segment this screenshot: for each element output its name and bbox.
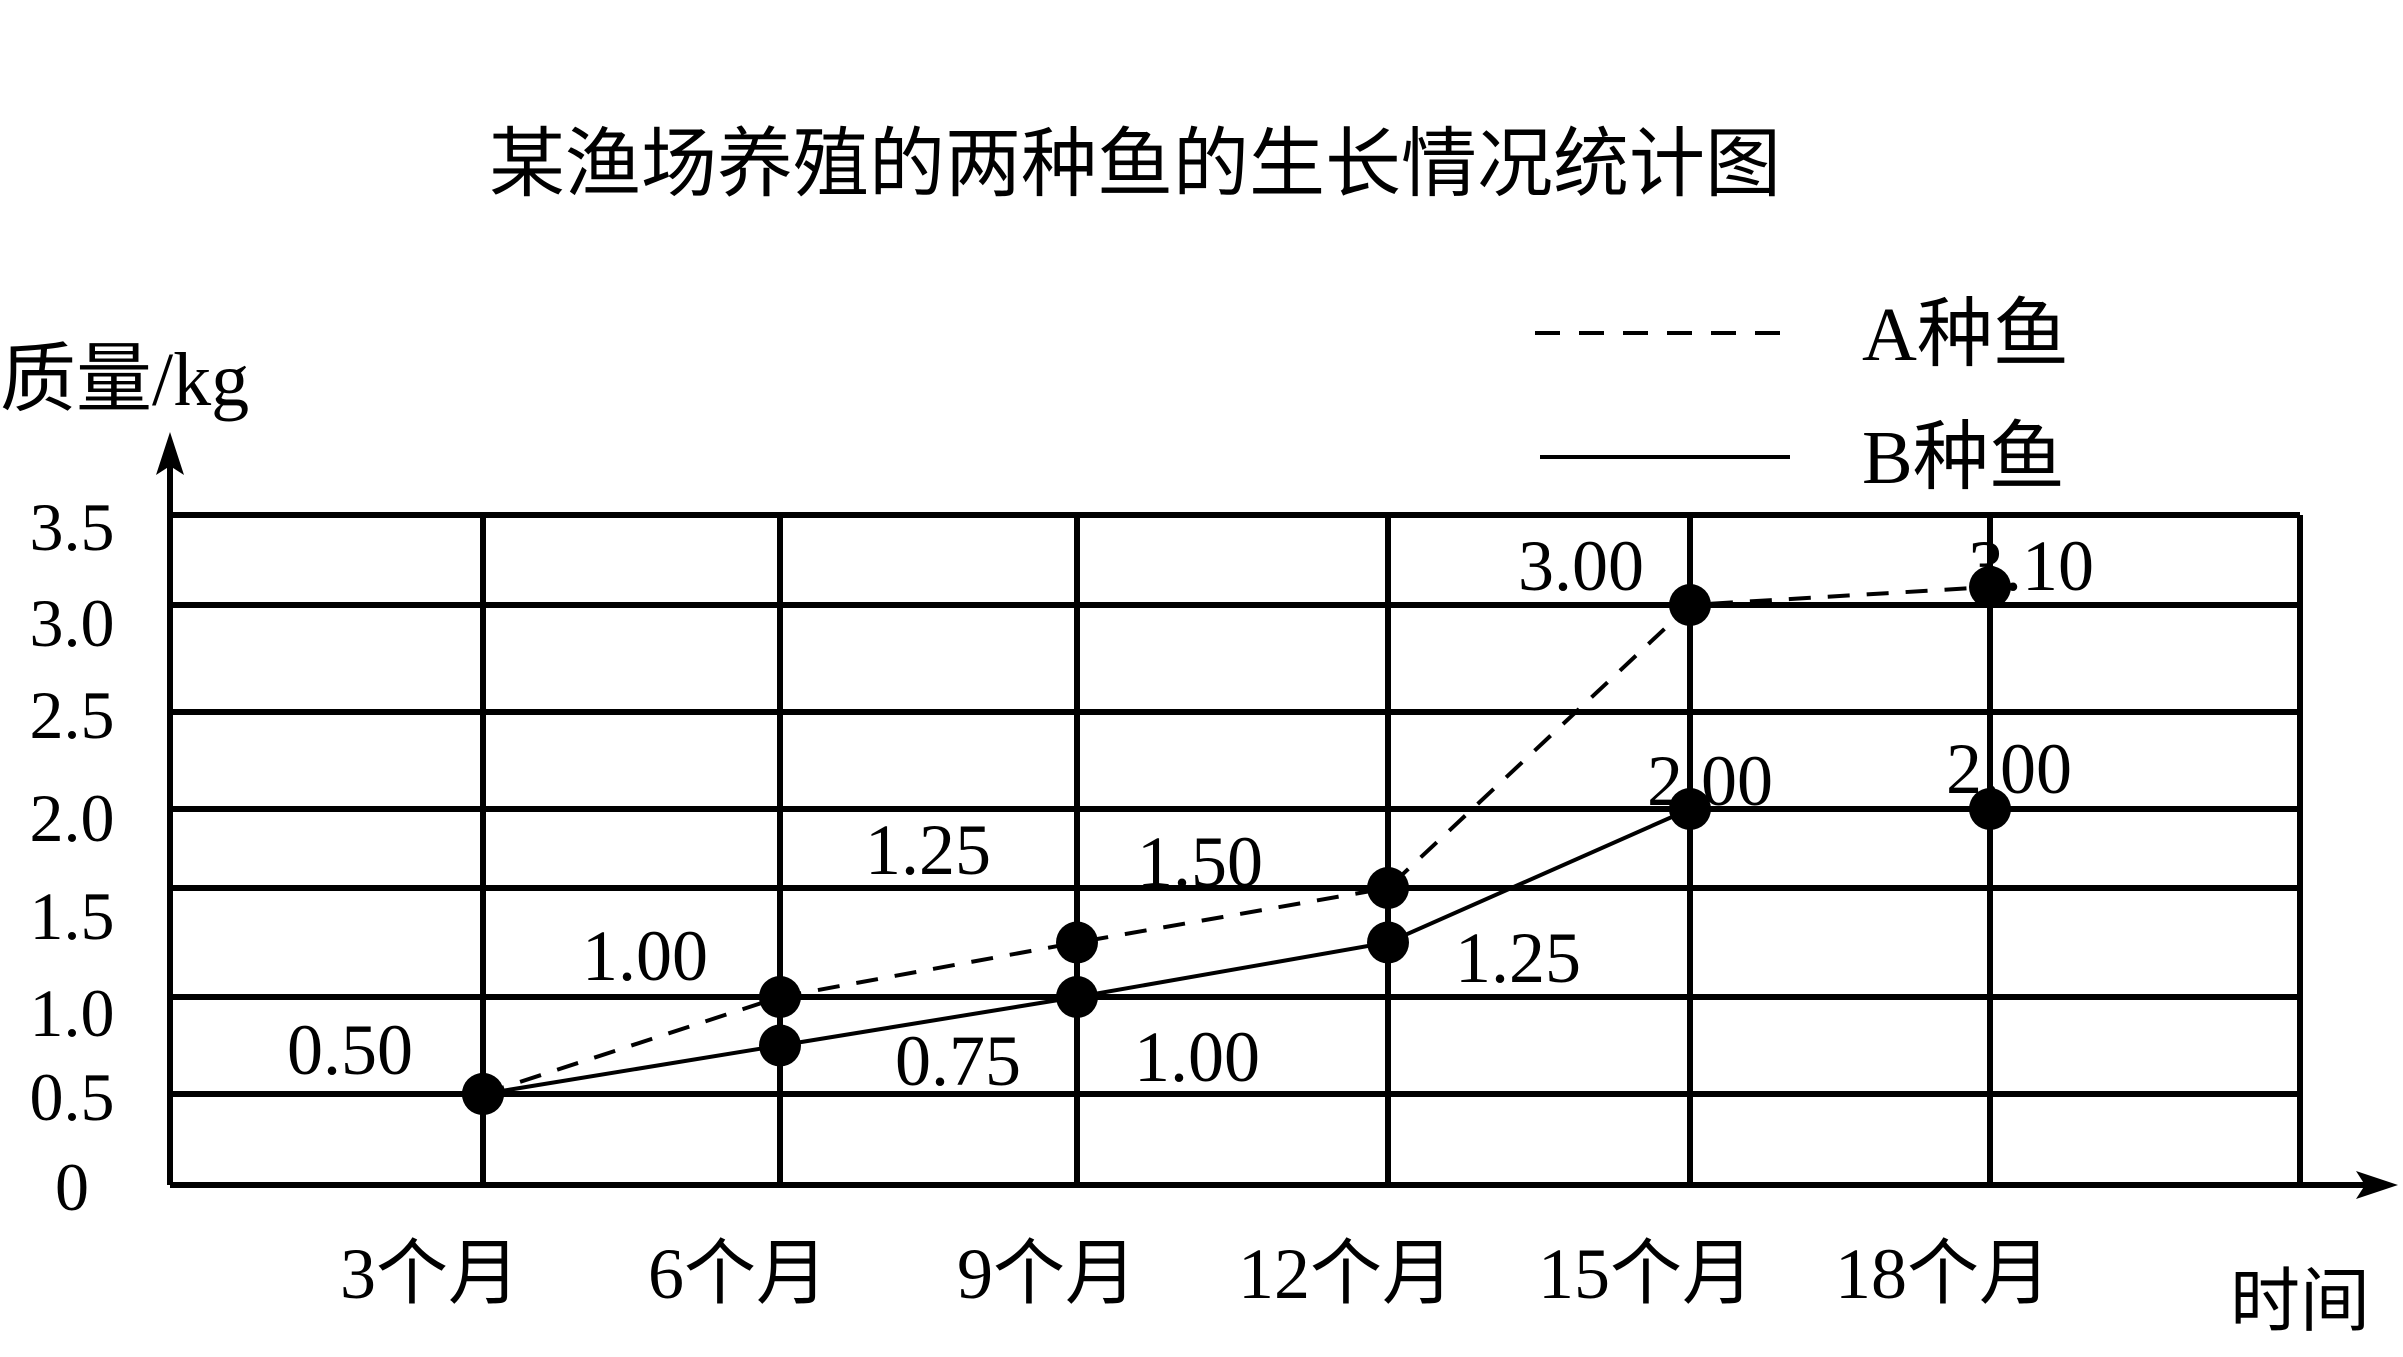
- series-a-data-label: 1.50: [1137, 822, 1263, 902]
- x-tick-label: 9个月: [957, 1234, 1137, 1314]
- series-a-data-label: 3.00: [1518, 526, 1644, 606]
- y-tick-label: 1.0: [30, 975, 115, 1051]
- x-tick-label: 18个月: [1835, 1234, 2051, 1314]
- x-tick-label: 3个月: [340, 1234, 520, 1314]
- series-a-data-label: 0.50: [287, 1010, 413, 1090]
- y-tick-label: 1.5: [30, 878, 115, 954]
- series-b-data-label: 1.25: [1455, 918, 1581, 998]
- series-a-point: [759, 976, 801, 1018]
- series-b-data-label: 2.00: [1946, 729, 2072, 809]
- series-b-data-label: 0.75: [895, 1021, 1021, 1101]
- series-a-point: [1669, 584, 1711, 626]
- series-a-point: [1367, 867, 1409, 909]
- series-b-data-label: 2.00: [1647, 741, 1773, 821]
- chart-title: 某渔场养殖的两种鱼的生长情况统计图: [489, 119, 1781, 208]
- y-tick-label: 0: [55, 1149, 89, 1225]
- y-tick-label: 0.5: [30, 1059, 115, 1135]
- series-b-point: [462, 1073, 504, 1115]
- series-b-point: [759, 1025, 801, 1067]
- series-a-data-label: 3.10: [1968, 526, 2094, 606]
- series-a-data-label: 1.25: [865, 810, 991, 890]
- legend: A种鱼 B种鱼: [1535, 293, 2069, 500]
- x-tick-label: 15个月: [1538, 1234, 1754, 1314]
- y-tick-label: 3.0: [30, 585, 115, 661]
- y-tick-label: 2.5: [30, 677, 115, 753]
- data-labels: 0.50 1.00 1.25 1.50 3.00 3.10 0.75 1.00 1.25 2.00…: [287, 526, 2094, 1101]
- series-b-point: [1367, 922, 1409, 964]
- series-b-point: [1056, 976, 1098, 1018]
- y-tick-label: 3.5: [30, 489, 115, 565]
- y-axis-label: 质量/kg: [0, 338, 249, 422]
- series-b-data-label: 1.00: [1134, 1017, 1260, 1097]
- x-axis-label: 时间: [2230, 1264, 2370, 1341]
- legend-b-label: B种鱼: [1862, 416, 2065, 500]
- x-tick-label: 6个月: [648, 1234, 828, 1314]
- series-a-point: [1056, 922, 1098, 964]
- y-tick-label: 2.0: [30, 780, 115, 856]
- legend-a-label: A种鱼: [1862, 293, 2069, 377]
- x-tick-label: 12个月: [1238, 1234, 1454, 1314]
- series-a-data-label: 1.00: [582, 916, 708, 996]
